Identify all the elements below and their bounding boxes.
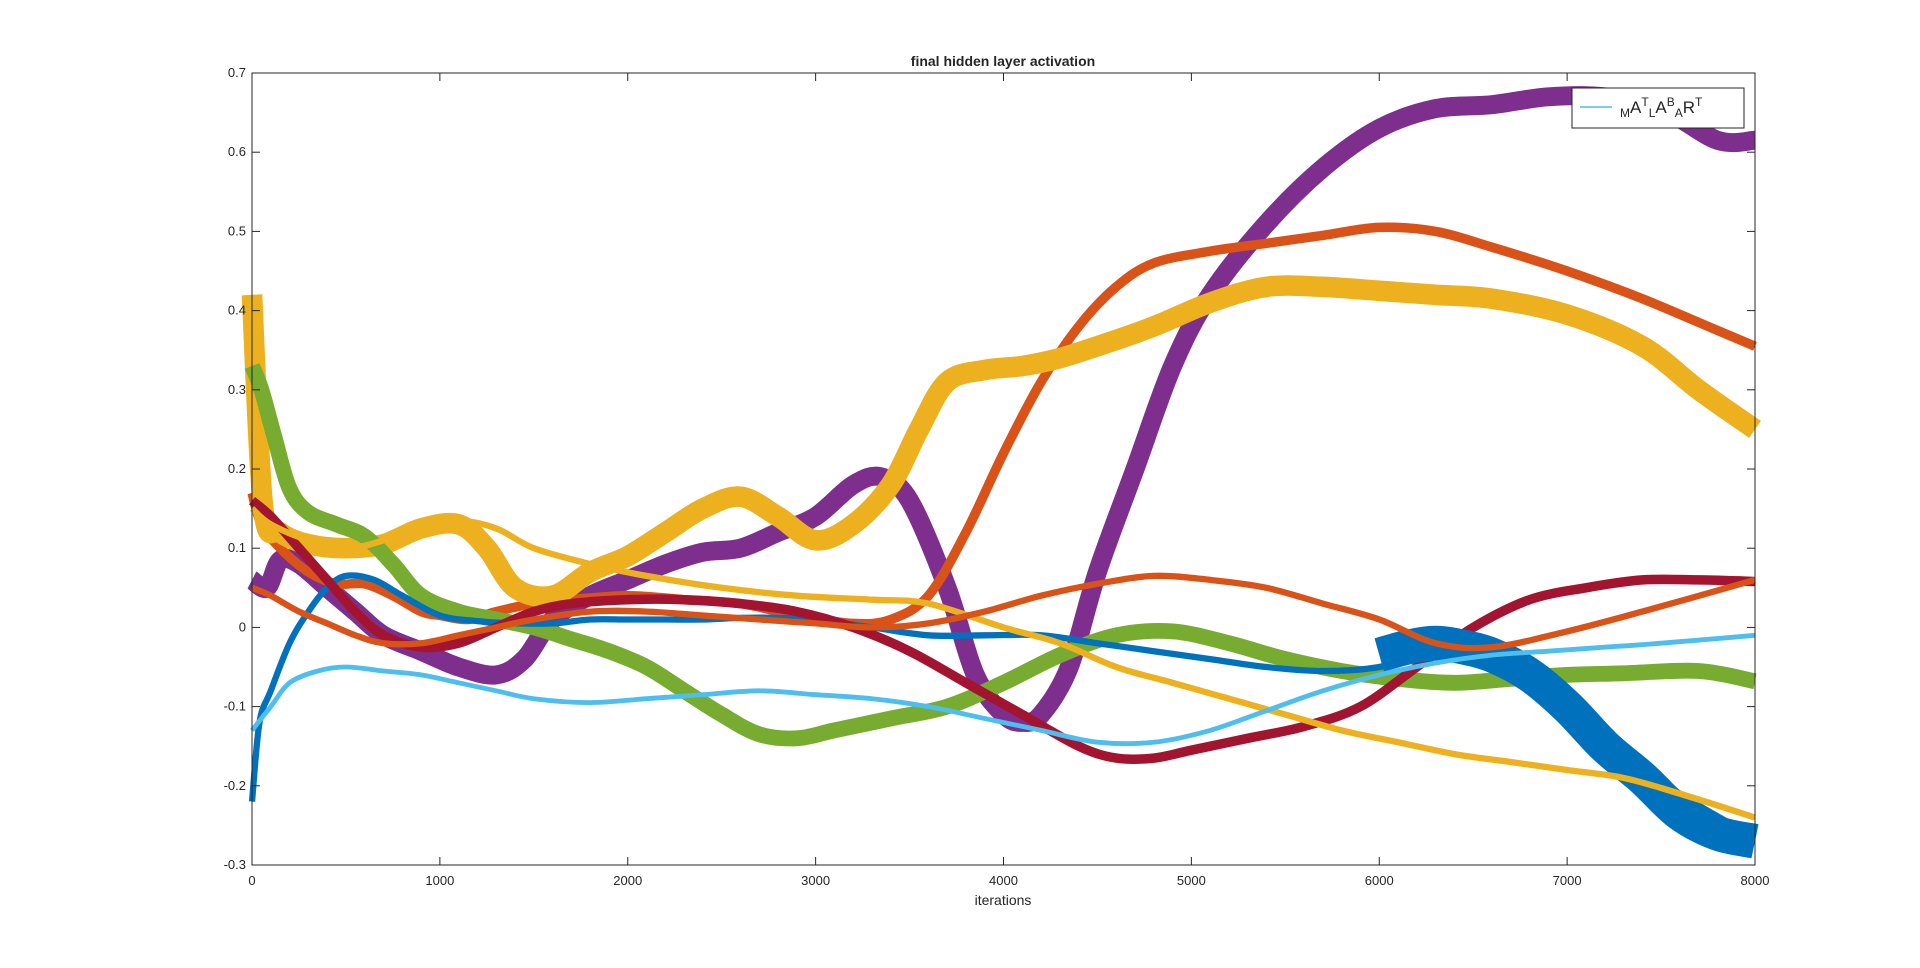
series-line-10 (250, 632, 1756, 747)
y-tick-label: 0.4 (228, 303, 246, 318)
legend-glyph: B (1667, 95, 1675, 109)
series-line-2 (247, 222, 1757, 629)
y-tick-label: -0.3 (224, 857, 246, 872)
x-tick-label: 2000 (613, 873, 642, 888)
series-line-8 (249, 506, 1756, 821)
series-line-3 (241, 275, 1761, 608)
legend-glyph: A (1630, 98, 1642, 117)
chart-title: final hidden layer activation (911, 53, 1095, 69)
y-tick-label: -0.2 (224, 778, 246, 793)
y-tick-label: 0.2 (228, 461, 246, 476)
y-tick-label: 0.5 (228, 223, 246, 238)
x-tick-label: 7000 (1553, 873, 1582, 888)
x-tick-label: 4000 (989, 873, 1018, 888)
y-tick-label: 0.1 (228, 540, 246, 555)
legend-glyph: T (1641, 95, 1649, 109)
x-axis-label: iterations (975, 892, 1032, 908)
legend-glyph: M (1620, 106, 1630, 120)
x-tick-label: 5000 (1177, 873, 1206, 888)
ticks-layer: 0 1000 2000 3000 4000 5000 6000 7000 8000 -0.3 -0.… (224, 65, 1770, 888)
legend-glyph: T (1695, 95, 1703, 109)
x-tick-label: 3000 (801, 873, 830, 888)
x-tick-label: 6000 (1365, 873, 1394, 888)
x-tick-label: 0 (248, 873, 255, 888)
x-tick-label: 1000 (425, 873, 454, 888)
y-tick-label: 0.6 (228, 144, 246, 159)
legend-glyph: A (1675, 106, 1683, 120)
legend-entry-text: MATLABART (1620, 95, 1703, 120)
legend: MATLABART (1571, 87, 1745, 129)
legend-glyph: A (1655, 98, 1667, 117)
y-tick-label: 0.7 (228, 65, 246, 80)
legend-box (1571, 87, 1745, 129)
legend-glyph: L (1649, 106, 1656, 120)
legend-glyph: R (1683, 98, 1695, 117)
y-tick-label: -0.1 (224, 699, 246, 714)
y-tick-label: 0.3 (228, 382, 246, 397)
x-tick-label: 8000 (1741, 873, 1770, 888)
y-tick-label: 0 (239, 619, 246, 634)
series-line-4 (244, 362, 1757, 747)
plot-background (252, 73, 1755, 865)
series-line-9 (250, 572, 1756, 652)
series-layer (241, 86, 1761, 859)
